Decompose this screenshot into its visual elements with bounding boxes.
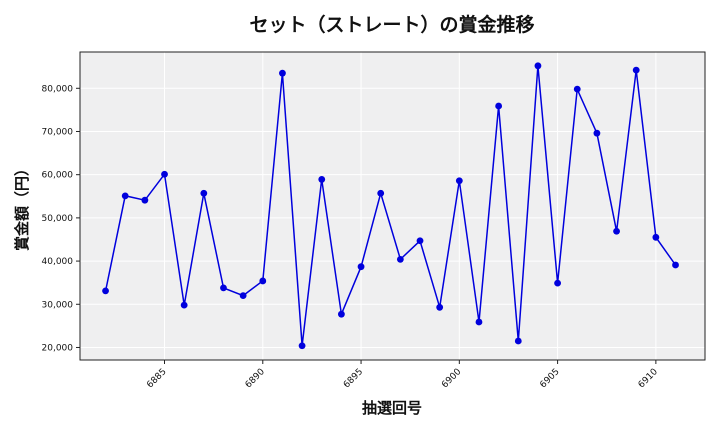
data-point bbox=[495, 102, 503, 110]
chart-title: セット（ストレート）の賞金推移 bbox=[249, 13, 534, 36]
data-point bbox=[279, 69, 286, 77]
data-point bbox=[377, 189, 385, 197]
y-tick-label: 30,000 bbox=[42, 300, 74, 310]
data-point bbox=[672, 261, 679, 269]
data-point bbox=[357, 263, 365, 271]
data-point bbox=[554, 279, 561, 287]
data-point bbox=[239, 292, 247, 300]
data-point bbox=[396, 255, 404, 263]
data-point bbox=[534, 62, 542, 70]
plot-area bbox=[80, 52, 705, 360]
data-point bbox=[318, 176, 326, 183]
data-point bbox=[475, 318, 483, 326]
data-point bbox=[652, 233, 660, 241]
x-axis: 6885 6890 6895 6900 6905 6910 bbox=[145, 360, 660, 390]
y-tick-label: 60,000 bbox=[42, 171, 74, 181]
x-tick-label: 6890 bbox=[244, 367, 267, 390]
x-tick-label: 6910 bbox=[637, 367, 660, 390]
x-tick-label: 6900 bbox=[440, 367, 463, 390]
data-point bbox=[573, 85, 581, 93]
y-tick-label: 50,000 bbox=[42, 214, 74, 224]
data-point bbox=[121, 192, 129, 200]
data-point bbox=[593, 129, 601, 137]
y-axis: 20,000 30,000 40,000 50,000 60,000 70,000 80,0… bbox=[42, 84, 80, 353]
data-point bbox=[161, 170, 168, 178]
y-tick-label: 80,000 bbox=[42, 84, 74, 94]
x-tick-label: 6885 bbox=[145, 367, 168, 390]
data-point bbox=[220, 284, 227, 292]
y-tick-label: 70,000 bbox=[42, 127, 74, 137]
data-point bbox=[416, 237, 424, 245]
y-axis-label: 賞金額（円） bbox=[13, 161, 31, 251]
data-point bbox=[200, 189, 208, 197]
x-tick-label: 6905 bbox=[538, 367, 561, 390]
series-line bbox=[104, 65, 677, 346]
data-point bbox=[455, 177, 463, 185]
data-point bbox=[141, 196, 149, 204]
x-tick-label: 6895 bbox=[342, 367, 365, 390]
data-point bbox=[259, 277, 267, 285]
y-tick-label: 40,000 bbox=[42, 257, 74, 267]
y-tick-label: 20,000 bbox=[42, 343, 74, 353]
data-point bbox=[436, 303, 444, 311]
data-point bbox=[632, 66, 640, 74]
data-point bbox=[514, 337, 522, 345]
data-series bbox=[102, 62, 679, 350]
data-point bbox=[613, 227, 620, 235]
data-point bbox=[180, 301, 188, 309]
plot-frame bbox=[79, 51, 706, 361]
data-point bbox=[298, 342, 306, 350]
grid-lines bbox=[80, 52, 705, 360]
data-point bbox=[337, 310, 345, 318]
x-axis-label: 抽選回号 bbox=[362, 399, 422, 417]
data-point bbox=[102, 287, 109, 295]
